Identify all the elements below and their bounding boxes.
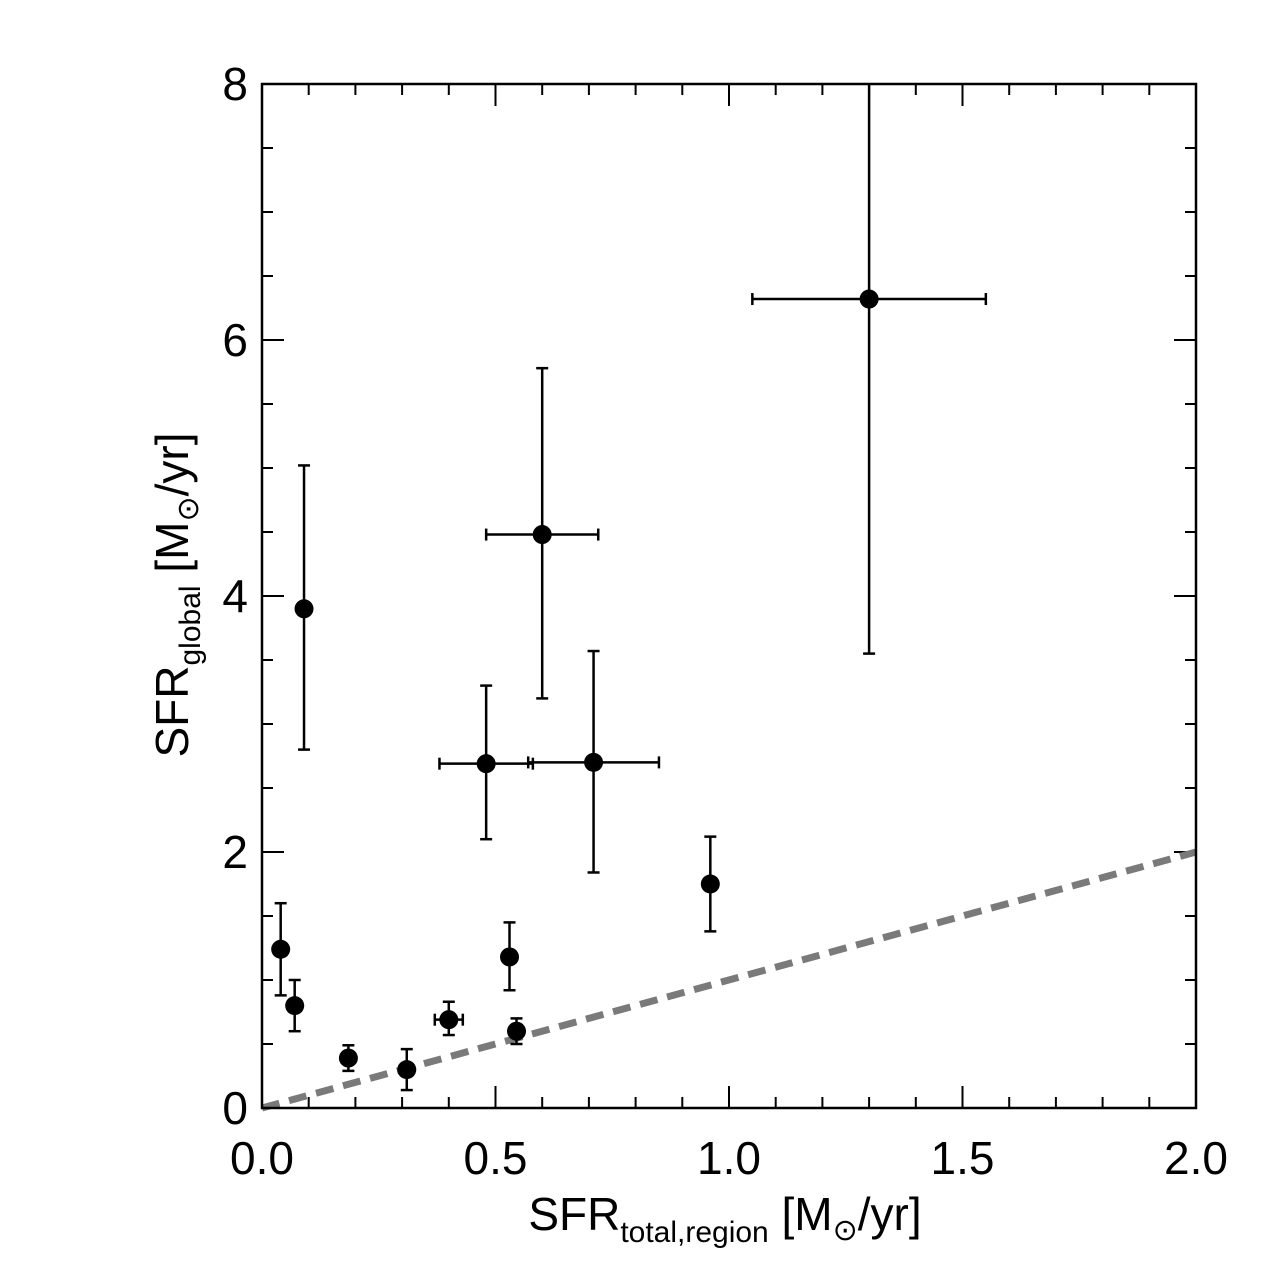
x-tick-label: 0.5 <box>464 1132 528 1184</box>
data-point <box>397 1060 417 1080</box>
data-point <box>700 874 720 894</box>
x-tick-label: 1.0 <box>697 1132 761 1184</box>
y-tick-label: 4 <box>222 570 248 622</box>
x-tick-label: 0.0 <box>230 1132 294 1184</box>
y-tick-label: 0 <box>222 1082 248 1134</box>
y-tick-label: 6 <box>222 314 248 366</box>
x-axis-label: SFRtotal,region [M⊙/yr] <box>528 1188 921 1249</box>
data-point <box>532 525 552 545</box>
y-tick-labels: 0 2 4 6 8 <box>222 58 248 1134</box>
y-tick-label: 8 <box>222 58 248 110</box>
data-points <box>271 289 879 1080</box>
x-tick-labels: 0.0 0.5 1.0 1.5 2.0 <box>230 1132 1228 1184</box>
data-point <box>476 754 496 774</box>
axis-ticks <box>261 83 1197 1109</box>
y-tick-label: 2 <box>222 826 248 878</box>
data-point <box>507 1021 527 1041</box>
data-point <box>584 752 604 772</box>
x-tick-label: 1.5 <box>931 1132 995 1184</box>
data-point <box>338 1048 358 1068</box>
y-axis-label: SFRglobal [M⊙/yr] <box>146 433 207 758</box>
error-bars <box>274 84 988 1092</box>
data-point <box>285 996 305 1016</box>
data-point <box>271 939 291 959</box>
data-point <box>859 289 879 309</box>
data-point <box>294 599 314 619</box>
plot-frame <box>260 82 1198 1110</box>
x-tick-label: 2.0 <box>1164 1132 1228 1184</box>
data-point <box>439 1010 459 1030</box>
one-to-one-dashed-line <box>261 848 1197 1112</box>
reference-line-group <box>261 848 1197 1112</box>
data-point <box>500 947 520 967</box>
